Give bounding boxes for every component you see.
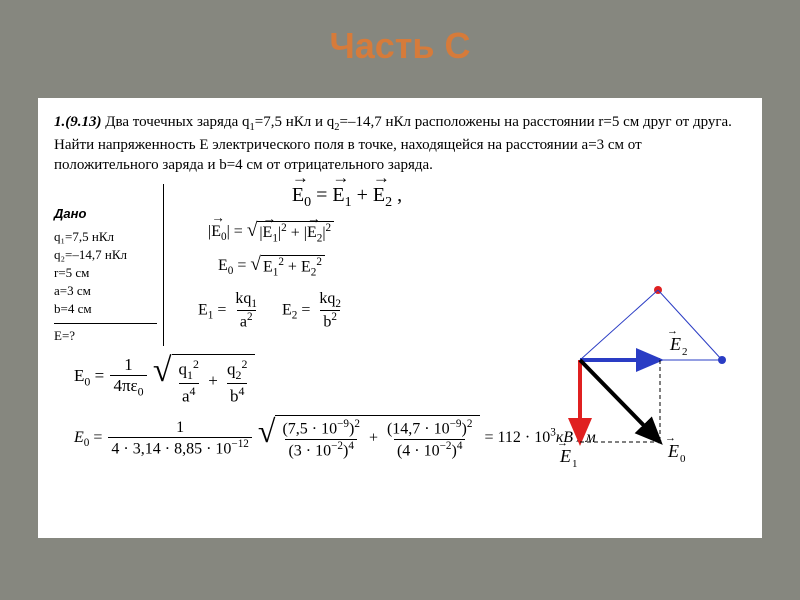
svg-text:E: E bbox=[559, 446, 571, 466]
eq-magnitude-scalar: E0 = √E12 + E22 bbox=[178, 255, 746, 280]
given-q2: q₂=–14,7 нКл bbox=[54, 247, 157, 263]
svg-text:→: → bbox=[667, 325, 678, 337]
given-r: r=5 см bbox=[54, 265, 157, 281]
svg-text:→: → bbox=[665, 432, 676, 444]
given-b: b=4 см bbox=[54, 301, 157, 317]
vector-diagram: E → 2 E → 1 E → 0 bbox=[500, 282, 730, 482]
svg-text:E: E bbox=[669, 334, 681, 354]
page-title: Часть С bbox=[0, 0, 800, 67]
eq-magnitude-vec: |E0| = √|E1|2 + |E2|2 bbox=[178, 221, 746, 246]
problem-number: 1.(9.13) bbox=[54, 114, 102, 130]
problem-statement: 1.(9.13) Два точечных заряда q1=7,5 нКл … bbox=[54, 112, 746, 176]
svg-text:2: 2 bbox=[682, 346, 688, 358]
solution-block: E0 = E1 + E2 , |E0| = √|E1|2 + |E2|2 E0 … bbox=[174, 184, 746, 346]
svg-text:1: 1 bbox=[572, 458, 578, 470]
given-block: Дано q₁=7,5 нКл q₂=–14,7 нКл r=5 см a=3 … bbox=[54, 184, 164, 346]
given-q1: q₁=7,5 нКл bbox=[54, 229, 157, 245]
svg-text:0: 0 bbox=[680, 453, 686, 465]
given-separator bbox=[54, 323, 157, 324]
given-header: Дано bbox=[54, 206, 157, 221]
given-find: E=? bbox=[54, 328, 157, 344]
svg-text:→: → bbox=[557, 437, 568, 449]
eq-vector-sum: E0 = E1 + E2 , bbox=[178, 184, 746, 211]
problem-card: 1.(9.13) Два точечных заряда q1=7,5 нКл … bbox=[38, 98, 762, 538]
svg-text:E: E bbox=[667, 441, 679, 461]
given-a: a=3 см bbox=[54, 283, 157, 299]
